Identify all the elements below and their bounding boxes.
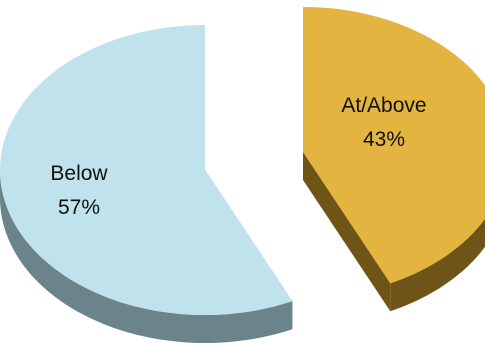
slice-label-value: 57% bbox=[58, 196, 100, 219]
pie-slice-side-at-above bbox=[303, 152, 485, 312]
slice-label-name: Below bbox=[50, 162, 108, 185]
slice-tops bbox=[0, 7, 485, 315]
pie-slice-at-above bbox=[303, 7, 485, 284]
pie-slice-rim bbox=[390, 218, 485, 312]
slice-label-value: 43% bbox=[363, 128, 405, 151]
pie-slice-rim bbox=[0, 170, 293, 344]
slice-labels: At/Above 43% Below 57% bbox=[50, 94, 426, 219]
slice-label-name: At/Above bbox=[341, 94, 426, 117]
pie-slice-below bbox=[0, 25, 293, 315]
pie-slice-cut-face bbox=[303, 152, 391, 312]
